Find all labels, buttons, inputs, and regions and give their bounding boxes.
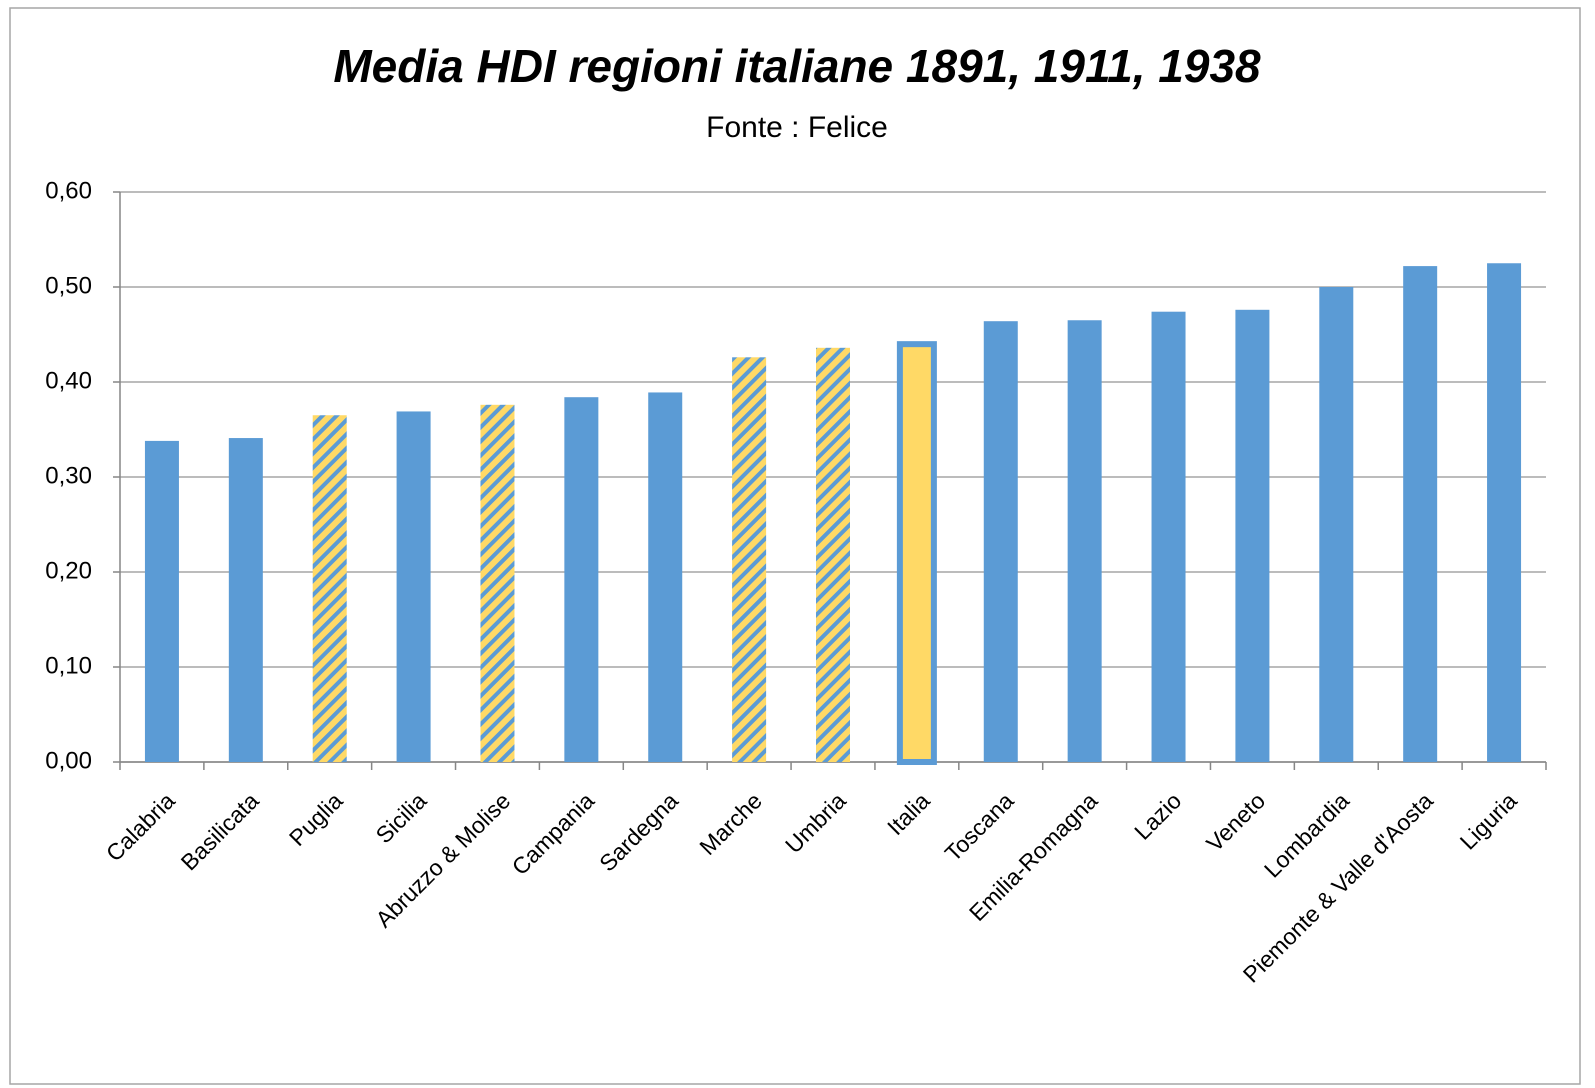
bar <box>1403 266 1438 762</box>
bar <box>983 321 1018 762</box>
bar <box>1319 287 1354 762</box>
bar <box>896 341 937 765</box>
chart-subtitle: Fonte : Felice <box>706 111 888 144</box>
bar <box>312 415 347 762</box>
bar <box>228 438 263 762</box>
chart-border <box>9 7 1581 1085</box>
y-tick-label: 0,40 <box>45 367 92 394</box>
bar <box>1235 309 1270 762</box>
bar <box>1487 263 1522 762</box>
bar <box>480 404 515 762</box>
chart-title: Media HDI regioni italiane 1891, 1911, 1… <box>333 40 1261 92</box>
bar <box>816 347 850 762</box>
y-tick-label: 0,50 <box>45 272 92 299</box>
bar <box>396 411 431 762</box>
bar <box>1151 311 1186 762</box>
bar <box>144 440 179 762</box>
y-tick-label: 0,60 <box>45 177 92 204</box>
y-tick-label: 0,00 <box>45 747 92 774</box>
bar <box>648 392 683 762</box>
bar <box>564 397 599 762</box>
y-tick-label: 0,20 <box>45 557 92 584</box>
bar <box>732 357 767 762</box>
y-tick-label: 0,30 <box>45 462 92 489</box>
bar <box>1067 320 1102 762</box>
y-tick-label: 0,10 <box>45 652 92 679</box>
